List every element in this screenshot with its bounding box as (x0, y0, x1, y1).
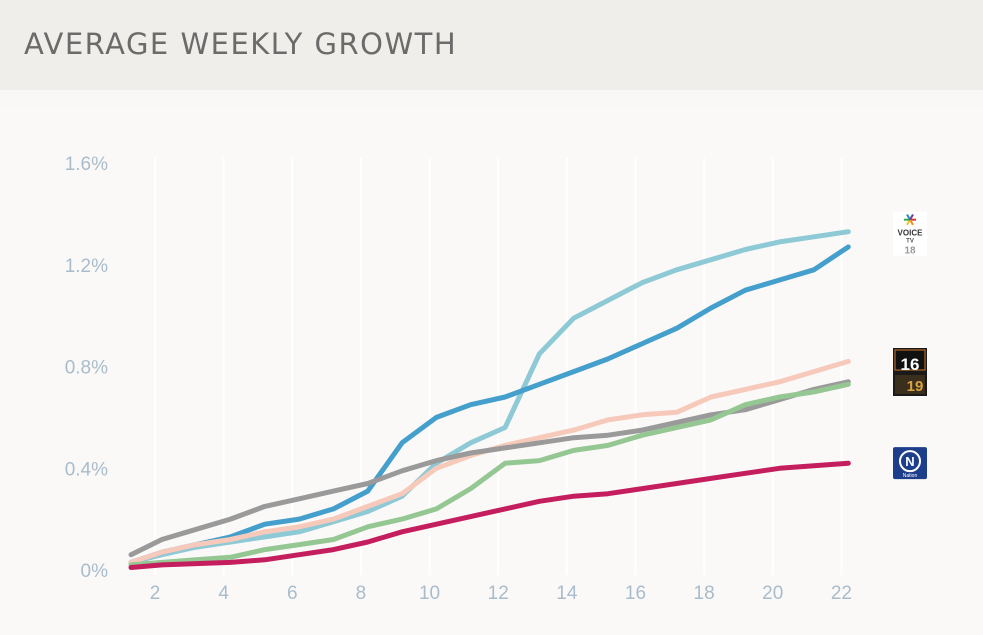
logo-text: 19 (907, 378, 924, 395)
series-lines (128, 229, 851, 570)
y-tick-label: 0% (81, 561, 109, 582)
x-tick-label: 22 (831, 583, 852, 604)
logo-text: Nation (903, 473, 918, 479)
logo-text: 18 (904, 246, 916, 257)
x-tick-label: 8 (356, 583, 367, 604)
grid-lines (154, 158, 843, 575)
logo-text: VOICE (898, 229, 924, 238)
y-tick-label: 1.2% (65, 256, 108, 277)
series-line-2 (128, 244, 851, 565)
logo-text: TV (906, 239, 914, 245)
x-tick-label: 6 (287, 583, 298, 604)
y-tick-label: 0.4% (65, 459, 108, 480)
x-tick-label: 4 (218, 583, 229, 604)
x-tick-label: 12 (488, 583, 509, 604)
x-tick-label: 10 (419, 583, 440, 604)
chart-title: AVERAGE WEEKLY GROWTH (24, 27, 458, 61)
x-tick-label: 14 (556, 583, 578, 604)
series-line-6 (128, 460, 851, 570)
chart-header: AVERAGE WEEKLY GROWTH (0, 0, 983, 90)
series-line-1 (128, 229, 851, 565)
y-tick-label: 1.6% (65, 154, 108, 175)
x-tick-label: 16 (625, 583, 646, 604)
line-chart: 0% 0.4% 0.8% 1.2% 1.6% 2 4 6 8 10 12 14 16 18 20 22 VO… (65, 154, 927, 604)
y-tick-label: 0.8% (65, 358, 108, 379)
logo-text: 16 (901, 355, 920, 374)
logo-text: N (905, 454, 914, 469)
x-axis-ticks: 2 4 6 8 10 12 14 16 18 20 22 (150, 583, 852, 604)
y-axis-ticks: 0% 0.4% 0.8% 1.2% 1.6% (65, 154, 108, 582)
x-tick-label: 20 (762, 583, 783, 604)
x-tick-label: 2 (150, 583, 161, 604)
chart-panel: 0% 0.4% 0.8% 1.2% 1.6% 2 4 6 8 10 12 14 16 18 20 22 VO… (0, 108, 983, 635)
x-tick-label: 18 (694, 583, 715, 604)
series-line-5 (128, 381, 851, 568)
nation-logo: N Nation (893, 447, 927, 480)
